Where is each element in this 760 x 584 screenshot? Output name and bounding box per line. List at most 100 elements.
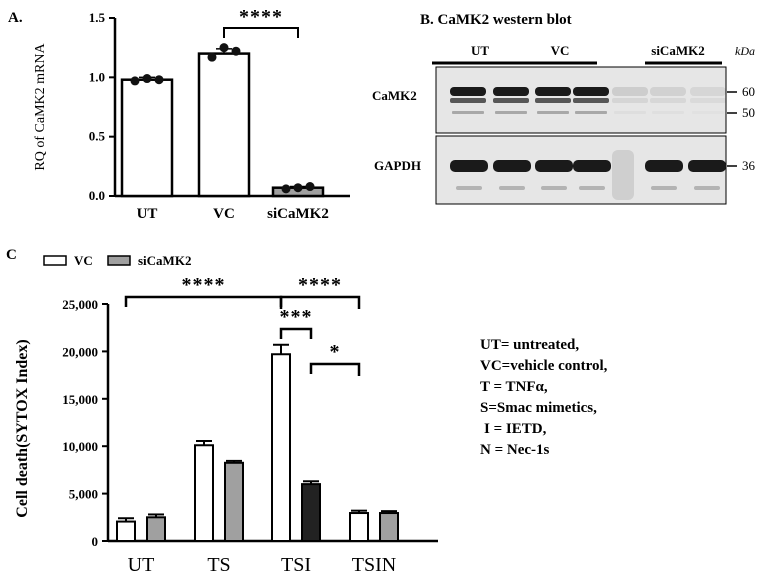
y-tick-label-c: 5,000 <box>69 487 98 502</box>
marker-label-36: 36 <box>742 158 756 173</box>
legend-label-sicamk2: siCaMK2 <box>138 253 191 268</box>
abbreviation-line: S=Smac mimetics, <box>480 400 597 416</box>
significance-bracket-1 <box>124 295 283 307</box>
x-tick-label-a: VC <box>213 206 235 222</box>
blot-group-sicamk2: siCaMK2 <box>651 43 704 58</box>
gapdh-smear <box>612 150 634 200</box>
bar-c-sicamk2 <box>146 516 166 542</box>
western-blot: UT VC siCaMK2 kDa CaMK2 60 50 GAPDH 36 <box>372 43 756 205</box>
gapdh-lower-band <box>694 186 720 190</box>
abbreviation-legend: UT= untreated, VC=vehicle control, T = TNF… <box>480 337 608 458</box>
gapdh-band <box>450 160 488 172</box>
gapdh-band <box>493 160 531 172</box>
bar-a <box>197 52 251 198</box>
abbreviation-line: I = IETD, <box>484 421 547 437</box>
camk2-band-55 <box>450 98 486 103</box>
data-point-a <box>207 52 217 62</box>
abbreviation-line: N = Nec-1s <box>480 442 550 458</box>
gapdh-lower-band <box>499 186 525 190</box>
panel-c-label: C <box>6 247 17 263</box>
gapdh-lower-band <box>579 186 605 190</box>
y-tick-label-c: 25,000 <box>62 297 98 312</box>
significance-bracket-1-label: **** <box>182 274 226 296</box>
gapdh-lower-band <box>456 186 482 190</box>
y-axis-title-a: RQ of CaMK2 mRNA <box>33 43 48 171</box>
data-point-a <box>154 75 164 85</box>
camk2-band-55 <box>690 98 726 103</box>
significance-bracket-4 <box>309 362 361 376</box>
data-point-a <box>142 74 152 84</box>
y-tick-label-c: 10,000 <box>62 439 98 454</box>
significance-bracket-2-label: **** <box>298 274 342 296</box>
gapdh-band <box>535 160 573 172</box>
marker-label-60: 60 <box>742 84 755 99</box>
data-point-a <box>130 76 140 86</box>
significance-bracket-3 <box>279 327 313 339</box>
significance-bracket-4-label: * <box>330 341 341 363</box>
camk2-band-50 <box>614 111 646 114</box>
bar-c-vc <box>116 520 136 542</box>
camk2-band-50 <box>652 111 684 114</box>
y-tick-label-c: 20,000 <box>62 344 98 359</box>
x-tick-label-c: TSI <box>281 554 311 576</box>
significance-bracket-3-label: *** <box>280 306 313 328</box>
camk2-band-55 <box>612 98 648 103</box>
gapdh-band <box>688 160 726 172</box>
camk2-band-60 <box>690 87 726 96</box>
y-tick-label-a: 0.5 <box>89 129 106 144</box>
y-tick-label-a: 0.0 <box>89 188 105 203</box>
camk2-band-55 <box>573 98 609 103</box>
camk2-band-50 <box>452 111 484 114</box>
camk2-band-60 <box>493 87 529 96</box>
marker-label-50: 50 <box>742 105 755 120</box>
camk2-band-60 <box>573 87 609 96</box>
y-axis-title-c: Cell death(SYTOX Index) <box>14 339 31 517</box>
blot-row-label-camk2: CaMK2 <box>372 88 417 103</box>
bar-c-sicamk2 <box>224 461 244 543</box>
blot-group-ut: UT <box>471 43 489 58</box>
y-tick-label-c: 15,000 <box>62 392 98 407</box>
abbreviation-line: T = TNFα, <box>480 379 548 395</box>
bar-c-sicamk2 <box>379 512 399 542</box>
camk2-band-50 <box>692 111 724 114</box>
legend-swatch-sicamk2 <box>107 255 131 266</box>
chart-a: 0.0 0.5 1.0 1.5 RQ of CaMK2 mRNA UT VC siCaMK2 *… <box>33 6 350 222</box>
x-tick-label-c: TSIN <box>352 554 396 576</box>
bar-c-vc <box>349 512 369 542</box>
data-point-a <box>231 46 241 56</box>
y-tick-label-a: 1.5 <box>89 10 106 25</box>
chart-c: 0 5,000 10,000 15,000 20,000 25,000 Cell death… <box>14 253 438 576</box>
gapdh-lower-band <box>541 186 567 190</box>
data-point-a <box>293 183 303 193</box>
camk2-band-55 <box>650 98 686 103</box>
significance-bracket-2 <box>279 295 361 309</box>
data-point-a <box>219 43 229 53</box>
bar-c-sicamk2 <box>301 483 321 542</box>
abbreviation-line: UT= untreated, <box>480 337 579 353</box>
camk2-band-60 <box>650 87 686 96</box>
x-tick-label-a: siCaMK2 <box>267 206 329 222</box>
bar-a <box>120 78 174 198</box>
legend-label-vc: VC <box>74 253 93 268</box>
camk2-band-50 <box>575 111 607 114</box>
x-tick-label-c: UT <box>128 554 155 576</box>
panel-b-title: B. CaMK2 western blot <box>420 12 572 28</box>
camk2-band-50 <box>495 111 527 114</box>
camk2-band-55 <box>493 98 529 103</box>
data-point-a <box>305 182 315 192</box>
bar-c-vc <box>271 353 291 542</box>
significance-bracket-a <box>223 27 299 38</box>
kda-label: kDa <box>735 44 755 58</box>
blot-group-vc: VC <box>551 43 570 58</box>
camk2-band-60 <box>612 87 648 96</box>
camk2-band-55 <box>535 98 571 103</box>
bar-c-vc <box>194 444 214 543</box>
gapdh-band <box>573 160 611 172</box>
panel-a-label: A. <box>8 10 23 26</box>
x-tick-label-c: TS <box>207 554 230 576</box>
significance-label-a: **** <box>239 6 283 28</box>
gapdh-band <box>645 160 683 172</box>
panel-b-label: B. <box>420 12 434 28</box>
legend-swatch-vc <box>43 255 67 266</box>
